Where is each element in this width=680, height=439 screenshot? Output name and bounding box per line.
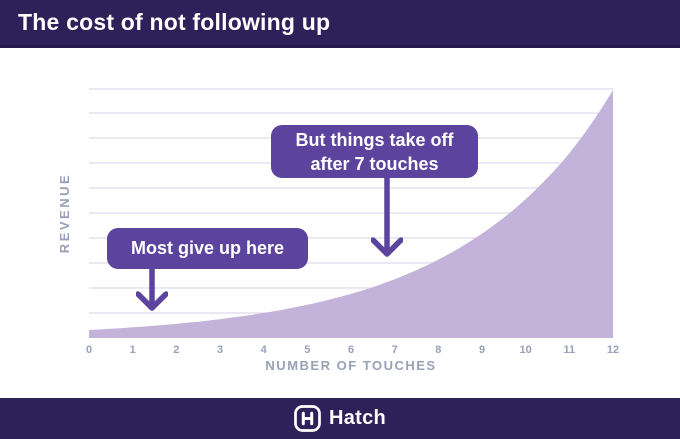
callout-take-off-line-1: But things take off — [295, 129, 454, 150]
brand-name: Hatch — [328, 407, 387, 429]
x-tick-label: 0 — [85, 344, 93, 356]
x-tick-label: 6 — [347, 344, 355, 356]
y-axis-label: REVENUE — [57, 172, 72, 254]
x-tick-label: 4 — [260, 344, 267, 356]
callout-take-off: But things take off after 7 touches — [271, 125, 478, 178]
page-title: The cost of not following up — [18, 9, 331, 35]
callout-give-up-line-1: Most give up here — [130, 238, 285, 258]
x-tick-label: 3 — [216, 344, 224, 356]
arrow-down-icon — [136, 266, 168, 311]
callout-take-off-line-2: after 7 touches — [310, 153, 439, 174]
x-axis-label: NUMBER OF TOUCHES — [265, 358, 437, 373]
footer-bar: Hatch — [0, 398, 680, 439]
callout-give-up: Most give up here — [107, 228, 308, 269]
x-tick-label: 1 — [129, 344, 136, 356]
x-tick-label: 11 — [563, 344, 576, 356]
x-tick-label: 9 — [478, 344, 486, 356]
hatch-logo-icon — [294, 405, 321, 432]
x-tick-label: 2 — [173, 344, 180, 356]
x-tick-label: 7 — [391, 344, 398, 356]
header-bar: The cost of not following up — [0, 0, 680, 48]
x-tick-label: 10 — [519, 344, 532, 356]
arrow-down-icon — [371, 175, 403, 257]
revenue-curve-area — [89, 90, 613, 338]
x-tick-label: 8 — [435, 344, 442, 356]
x-tick-label: 12 — [606, 344, 620, 356]
x-tick-label: 5 — [304, 344, 311, 356]
